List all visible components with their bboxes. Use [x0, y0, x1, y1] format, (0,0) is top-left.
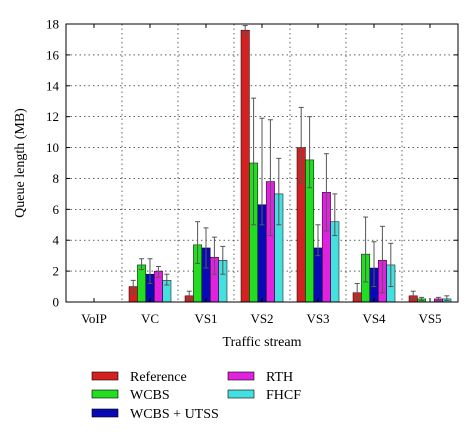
error-bar: [211, 236, 217, 275]
error-bar: [444, 295, 450, 301]
error-bar: [371, 241, 377, 288]
x-tick-label-vs1: VS1: [194, 311, 217, 326]
legend-label: RTH: [266, 370, 293, 385]
error-bar: [419, 296, 425, 301]
error-bar: [323, 153, 329, 232]
bar-reference-vs2: [240, 29, 250, 303]
error-bar: [388, 242, 394, 288]
legend-swatch: [91, 371, 119, 381]
legend-label: WCBS + UTSS: [130, 407, 219, 422]
y-tick-label: 8: [53, 171, 60, 186]
x-tick-label-vs5: VS5: [418, 311, 441, 326]
error-bar: [139, 258, 145, 271]
x-tick-label-vs2: VS2: [250, 311, 273, 326]
y-tick-label: 2: [53, 264, 60, 279]
y-tick-label: 4: [53, 233, 60, 248]
legend-label: FHCF: [266, 388, 301, 403]
x-tick-label-voip: VoIP: [81, 311, 107, 326]
x-axis-ticks: VoIP VC VS1 VS2 VS3 VS4 VS5: [81, 24, 442, 326]
error-bar: [186, 290, 192, 300]
legend-swatch: [227, 389, 255, 399]
legend-swatch: [227, 371, 255, 381]
error-bar: [363, 216, 369, 283]
error-bar: [195, 221, 201, 264]
error-bars: [130, 25, 450, 301]
error-bar: [354, 282, 360, 300]
y-axis-ticks: 0 2 4 6 8 10 12 14 16 18: [46, 17, 458, 310]
error-bar: [410, 290, 416, 300]
error-bar: [220, 245, 226, 275]
error-bar: [251, 97, 257, 226]
legend-label: WCBS: [130, 388, 170, 403]
error-bar: [147, 258, 153, 284]
y-tick-label: 12: [46, 109, 59, 124]
y-tick-label: 10: [46, 140, 59, 155]
error-bar: [435, 296, 441, 301]
error-bar: [298, 106, 304, 184]
y-tick-label: 18: [46, 17, 59, 32]
y-tick-label: 0: [53, 295, 60, 310]
error-bar: [276, 157, 282, 226]
legend-swatch: [91, 389, 119, 399]
error-bar: [155, 265, 161, 278]
gridlines: [66, 24, 458, 302]
bars: [128, 29, 452, 303]
y-tick-label: 6: [53, 202, 60, 217]
error-bar: [267, 119, 273, 237]
y-tick-label: 14: [46, 78, 60, 93]
x-axis-label: Traffic stream: [223, 335, 302, 350]
legend: Reference WCBS WCBS + UTSS RTH FHCF: [91, 370, 301, 422]
error-bar: [203, 227, 209, 269]
legend-item-fhcf: FHCF: [227, 388, 301, 403]
error-bar: [130, 279, 136, 294]
x-tick-label-vc: VC: [141, 311, 159, 326]
y-axis-label: Queue length (MB): [13, 108, 28, 218]
error-bar: [164, 273, 170, 286]
error-bar: [259, 117, 265, 226]
error-bar: [332, 193, 338, 237]
error-bar: [315, 224, 321, 257]
legend-item-wcbs-utss: WCBS + UTSS: [91, 407, 219, 422]
legend-label: Reference: [130, 370, 187, 385]
legend-item-reference: Reference: [91, 370, 187, 385]
bar-wcbs-vc: [137, 264, 147, 303]
legend-item-rth: RTH: [227, 370, 293, 385]
error-bar: [307, 116, 313, 189]
legend-swatch: [91, 408, 119, 418]
y-tick-label: 16: [46, 47, 60, 62]
x-tick-label-vs4: VS4: [362, 311, 386, 326]
legend-item-wcbs: WCBS: [91, 388, 170, 403]
error-bar: [379, 225, 385, 294]
x-tick-label-vs3: VS3: [306, 311, 329, 326]
error-bar: [242, 25, 248, 36]
